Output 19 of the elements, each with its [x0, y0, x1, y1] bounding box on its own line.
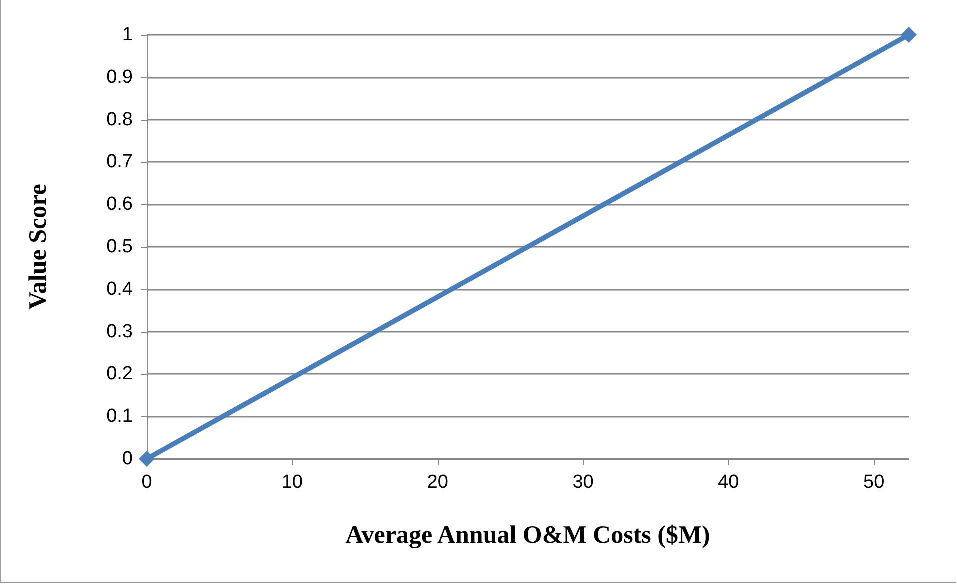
y-tick-label: 0.5 [106, 236, 133, 258]
x-tick-label: 40 [718, 472, 740, 493]
x-axis-title: Average Annual O&M Costs ($M) [346, 522, 710, 549]
y-tick-label: 0 [122, 448, 133, 470]
x-tick-label: 30 [572, 472, 594, 493]
y-tick-label: 0.7 [106, 152, 133, 173]
y-tick-label: 0.3 [106, 321, 133, 342]
x-tick-label: 0 [142, 472, 152, 493]
x-tick-label: 10 [282, 472, 303, 493]
x-tick-label: 50 [864, 472, 885, 493]
y-tick-label: 0.6 [106, 194, 133, 216]
y-axis-title: Value Score [25, 184, 52, 310]
x-tick-label: 20 [427, 472, 448, 493]
y-tick-label: 0.4 [106, 278, 134, 300]
y-tick-label: 1 [122, 24, 133, 46]
y-tick-label: 0.9 [106, 66, 133, 88]
y-tick-label: 0.8 [106, 109, 133, 130]
y-tick-label: 0.1 [106, 406, 133, 428]
y-tick-label: 0.2 [106, 364, 133, 385]
